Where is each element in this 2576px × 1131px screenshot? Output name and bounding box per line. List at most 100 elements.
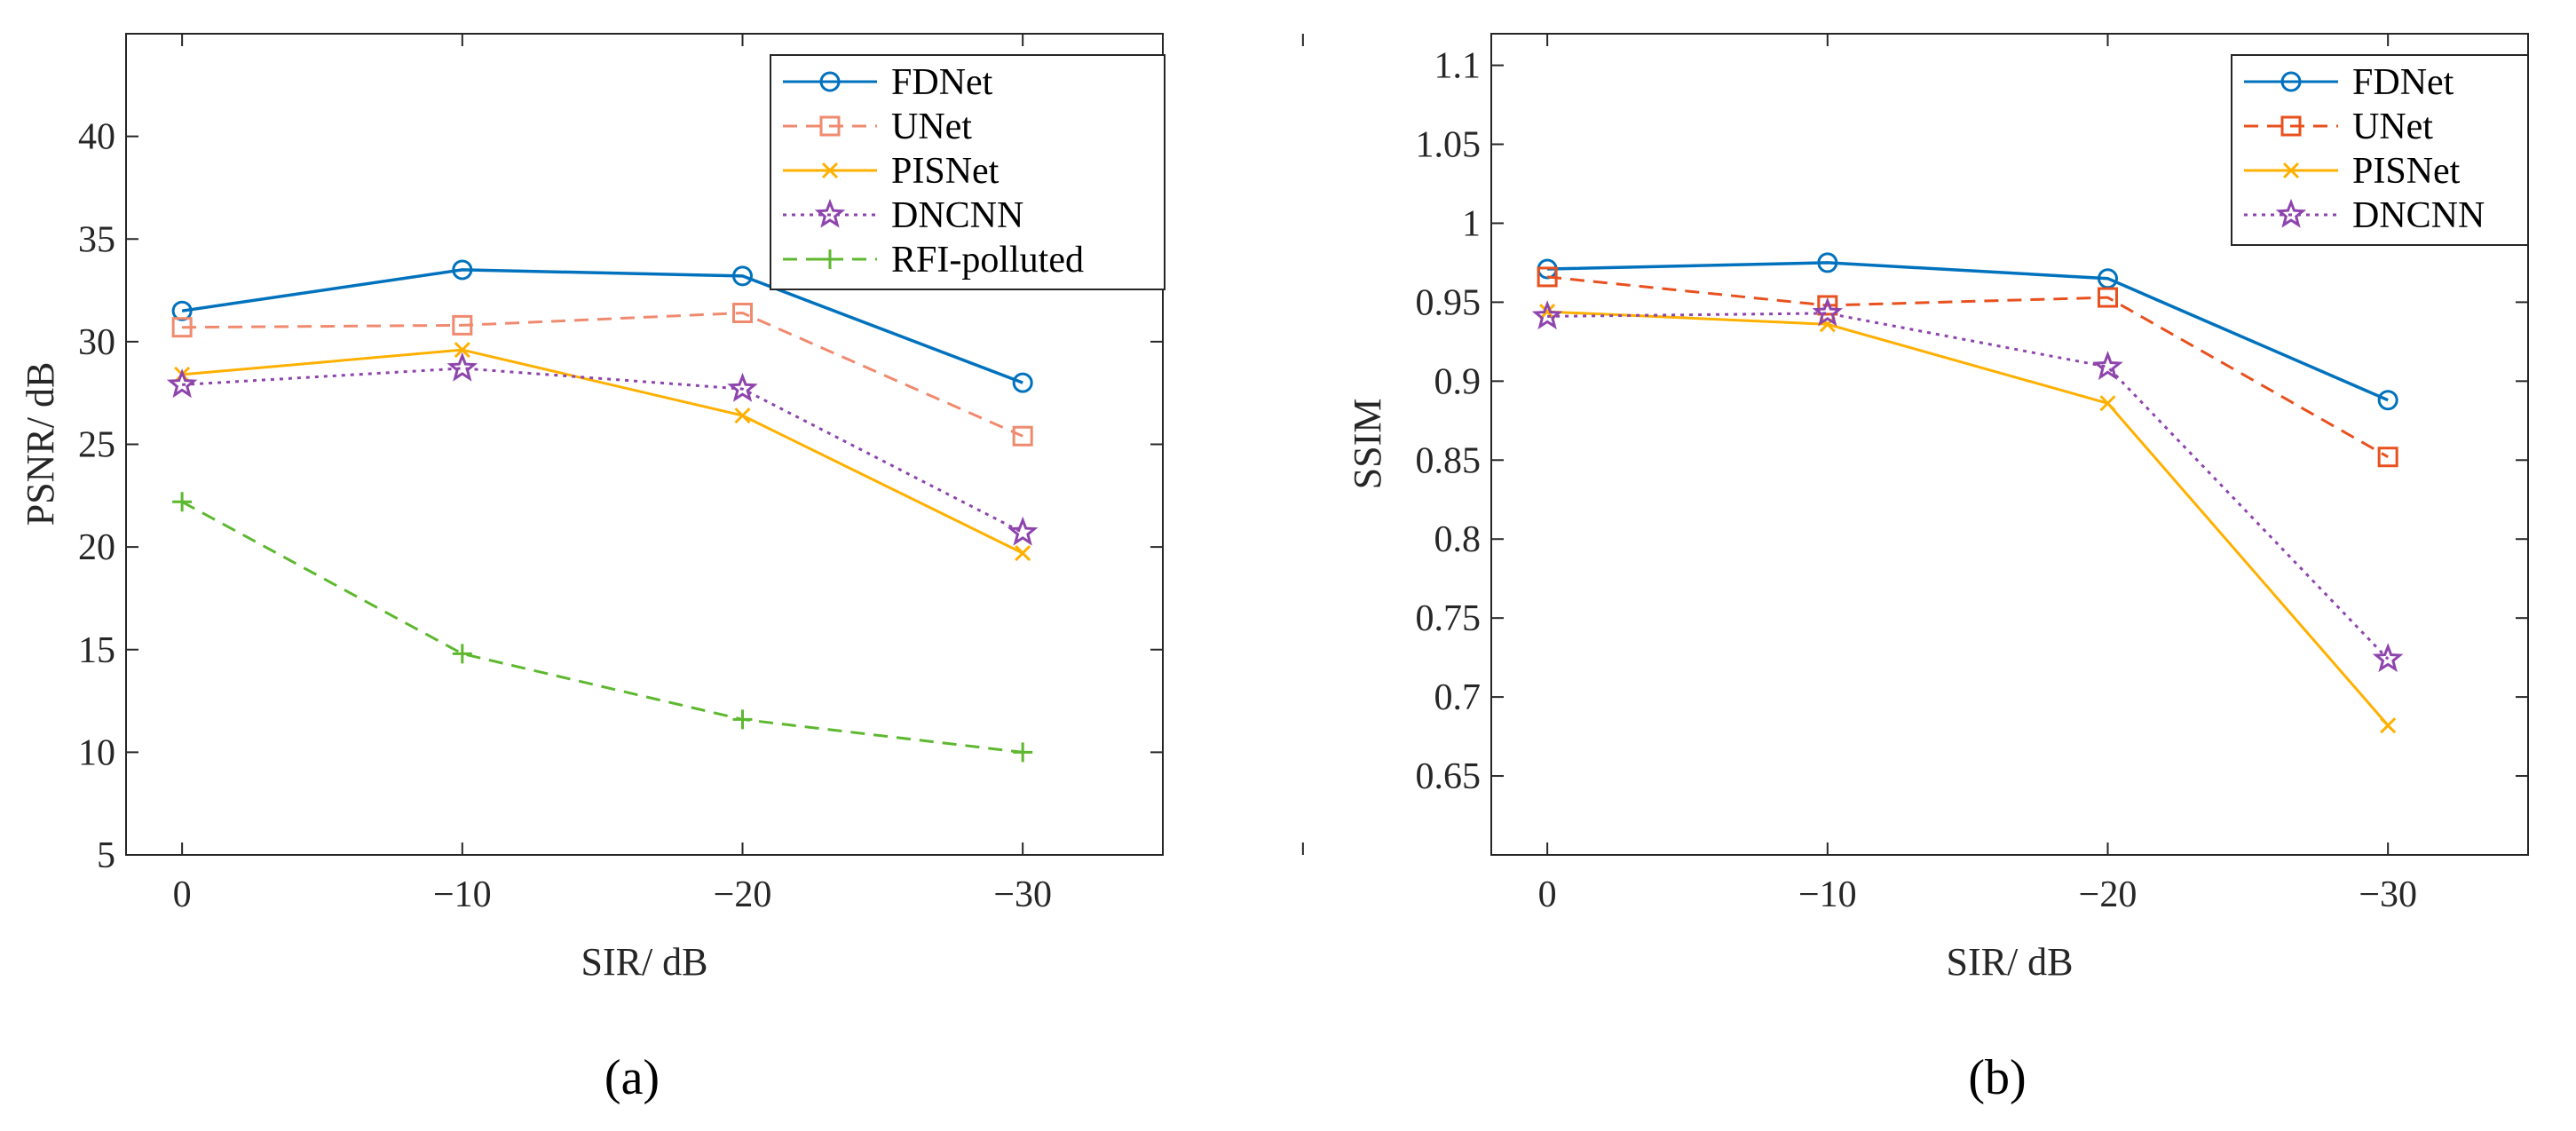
series-dncnn: [166, 352, 1039, 546]
x-tick-label: 0: [173, 874, 192, 915]
data-point-unet: [1537, 266, 1558, 288]
data-point-unet: [452, 314, 473, 336]
x-axis-label-b: SIR/ dB: [1946, 940, 2073, 984]
legend-item-pisnet: PISNet: [2244, 151, 2461, 192]
data-point-pisnet: [1819, 316, 1836, 333]
data-point-fdnet: [1817, 252, 1838, 273]
y-tick-label: 30: [78, 322, 115, 363]
series-rfi-polluted: [172, 492, 1033, 763]
y-axis-label-a: PSNR/ dB: [19, 362, 62, 526]
y-tick-label: 10: [78, 732, 115, 773]
series-line-unet: [1546, 275, 2389, 459]
legend-item-fdnet: FDNet: [783, 62, 993, 103]
series-line-pisnet: [181, 348, 1023, 555]
data-point-unet: [1817, 295, 1838, 316]
x-tick-label: −10: [1798, 874, 1857, 915]
panel-label-a: (a): [604, 1050, 660, 1105]
data-point-rfi-polluted: [732, 709, 753, 730]
y-tick-label: 0.8: [1434, 519, 1482, 560]
data-point-fdnet: [2377, 390, 2398, 411]
data-point-dncnn: [2092, 351, 2123, 381]
legend-marker: [821, 162, 839, 179]
y-tick-label: 0.7: [1434, 677, 1482, 718]
data-point-fdnet: [1012, 372, 1033, 393]
plot-frame-b: [1490, 33, 2529, 856]
legend-label: PISNet: [2352, 151, 2461, 192]
legend-marker: [819, 115, 841, 137]
data-point-dncnn: [1812, 297, 1844, 327]
series-pisnet: [1539, 304, 2397, 734]
y-axis-label-b: SSIM: [1346, 399, 1389, 490]
y-tick-label: 1: [1462, 203, 1481, 244]
series-pisnet: [174, 342, 1031, 562]
data-point-fdnet: [731, 265, 753, 287]
legend-label: FDNet: [2352, 62, 2454, 103]
data-point-dncnn: [1531, 300, 1563, 330]
y-tick-label: 0.85: [1416, 440, 1482, 481]
y-tick-label: 0.95: [1416, 282, 1482, 323]
legend-marker: [820, 249, 840, 269]
x-tick-label: −20: [2079, 874, 2137, 915]
data-point-pisnet: [2099, 395, 2116, 412]
data-point-dncnn: [166, 368, 198, 399]
data-point-dncnn: [2372, 643, 2404, 673]
data-point-unet: [2097, 287, 2118, 308]
x-tick-label: −10: [433, 874, 492, 915]
legend-marker: [2280, 115, 2302, 137]
data-point-fdnet: [452, 259, 473, 281]
series-line-dncnn: [182, 367, 1023, 534]
data-point-pisnet: [2380, 717, 2397, 734]
legend-marker: [2282, 162, 2300, 179]
series-line-rfi-polluted: [181, 500, 1023, 754]
legend-label: DNCNN: [2352, 195, 2485, 236]
chart-ssim: 0 −10 −20 −30 0.65 0.7 0.75 0.8 0.85 0.9 0.95 1 1.05…: [1346, 33, 2529, 1105]
data-point-pisnet: [454, 342, 470, 359]
y-tick-label: 25: [78, 425, 115, 466]
legend-marker: [2275, 198, 2307, 228]
y-tick-label: 1.05: [1416, 125, 1482, 166]
y-tick-label: 5: [97, 835, 115, 876]
data-point-dncnn: [1007, 516, 1039, 546]
legend-marker: [814, 198, 846, 228]
y-tick-label: 1.1: [1434, 46, 1482, 87]
x-tick-label: −20: [714, 874, 772, 915]
legend-item-unet: UNet: [783, 107, 972, 147]
y-tick-label: 0.65: [1416, 756, 1482, 797]
legend-label: RFI-polluted: [891, 240, 1084, 281]
y-tick-label: 20: [78, 527, 115, 568]
data-point-unet: [1012, 425, 1033, 447]
x-tick-label: −30: [2359, 874, 2417, 915]
y-tick-label: 15: [78, 630, 115, 671]
legend-item-rfi-polluted: RFI-polluted: [783, 240, 1084, 281]
legend-item-unet: UNet: [2244, 107, 2433, 147]
series-line-fdnet: [181, 268, 1023, 384]
data-point-dncnn: [446, 352, 478, 382]
x-tick-label: 0: [1538, 874, 1557, 915]
legend-item-fdnet: FDNet: [2244, 62, 2454, 103]
data-point-dncnn: [727, 372, 758, 402]
legend-label: UNet: [2352, 107, 2433, 147]
data-point-unet: [2377, 447, 2398, 468]
data-point-pisnet: [1539, 304, 1556, 320]
y-tick-label: 35: [78, 219, 115, 260]
data-point-unet: [171, 317, 193, 338]
chart-psnr: 0 −10 −20 −30 5 10 15 20 25 30 35 40 SIR/ dB PSNR/ …: [19, 33, 1304, 1105]
data-point-rfi-polluted: [1013, 742, 1033, 763]
legend-item-dncnn: DNCNN: [2244, 195, 2485, 236]
x-axis-label-a: SIR/ dB: [581, 940, 707, 984]
legend-label: FDNet: [891, 62, 993, 103]
data-point-pisnet: [734, 407, 751, 424]
y-tick-label: 0.75: [1416, 598, 1482, 639]
data-point-rfi-polluted: [172, 492, 193, 512]
series-line-pisnet: [1547, 310, 2390, 727]
series-unet: [171, 303, 1033, 447]
data-point-rfi-polluted: [452, 644, 472, 664]
x-tick-label: −30: [993, 874, 1052, 915]
series-dncnn: [1531, 297, 2404, 673]
data-point-unet: [731, 303, 753, 323]
legend-marker: [2280, 71, 2302, 92]
y-tick-label: 40: [78, 117, 115, 158]
